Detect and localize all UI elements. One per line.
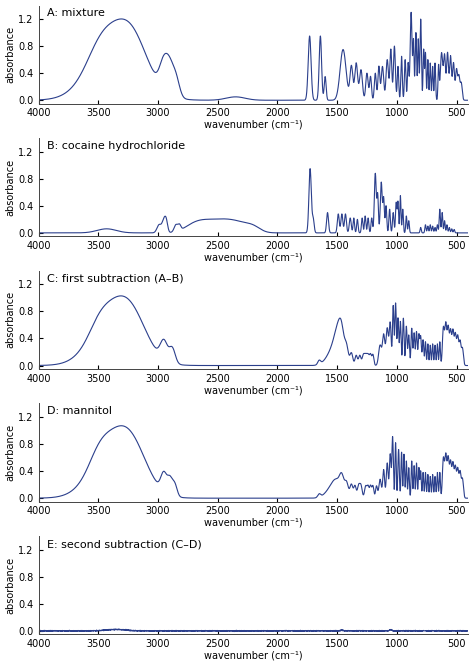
Y-axis label: absorbance: absorbance bbox=[6, 424, 16, 481]
X-axis label: wavenumber (cm⁻¹): wavenumber (cm⁻¹) bbox=[204, 120, 303, 130]
Text: C: first subtraction (A–B): C: first subtraction (A–B) bbox=[47, 274, 184, 284]
Text: B: cocaine hydrochloride: B: cocaine hydrochloride bbox=[47, 141, 185, 151]
X-axis label: wavenumber (cm⁻¹): wavenumber (cm⁻¹) bbox=[204, 385, 303, 395]
X-axis label: wavenumber (cm⁻¹): wavenumber (cm⁻¹) bbox=[204, 252, 303, 262]
Y-axis label: absorbance: absorbance bbox=[6, 26, 16, 83]
X-axis label: wavenumber (cm⁻¹): wavenumber (cm⁻¹) bbox=[204, 517, 303, 527]
Y-axis label: absorbance: absorbance bbox=[6, 291, 16, 348]
X-axis label: wavenumber (cm⁻¹): wavenumber (cm⁻¹) bbox=[204, 651, 303, 661]
Text: D: mannitol: D: mannitol bbox=[47, 406, 112, 416]
Text: E: second subtraction (C–D): E: second subtraction (C–D) bbox=[47, 539, 202, 549]
Text: A: mixture: A: mixture bbox=[47, 9, 105, 19]
Y-axis label: absorbance: absorbance bbox=[6, 159, 16, 216]
Y-axis label: absorbance: absorbance bbox=[6, 557, 16, 614]
